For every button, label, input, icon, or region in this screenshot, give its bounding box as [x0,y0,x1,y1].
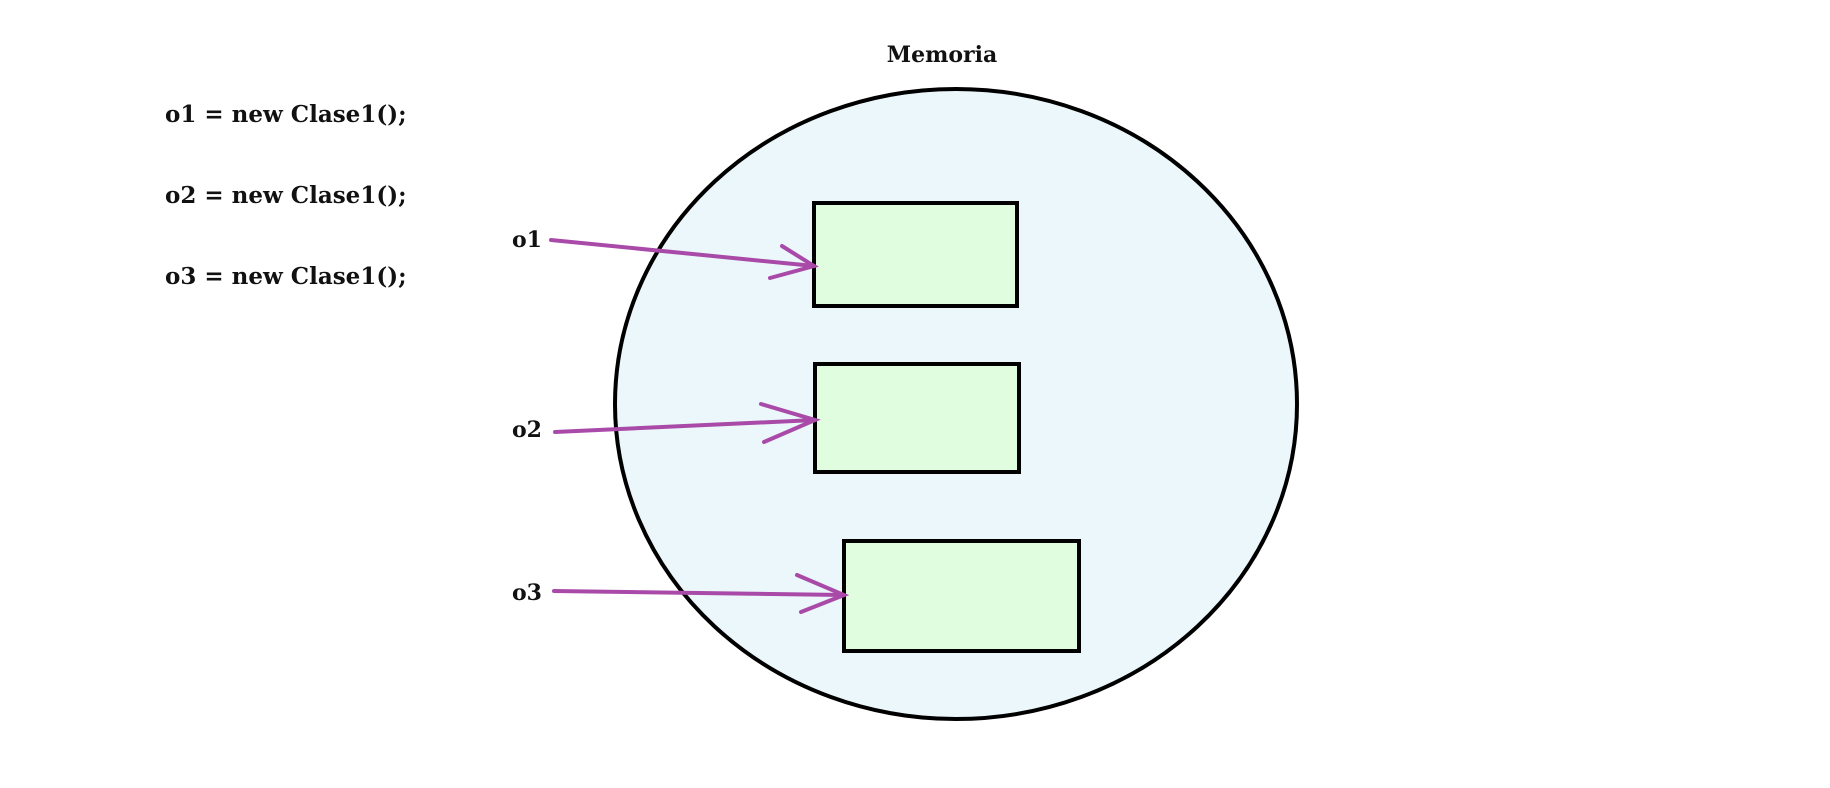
object-box-1 [812,201,1019,308]
reference-arrow-o3 [552,573,850,614]
object-box-2 [813,362,1021,474]
code-line-2: o2 = new Clase1(); [165,182,407,209]
variable-label-o2: o2 [512,417,542,443]
reference-arrow-o2 [553,402,821,444]
memory-title: Memoria [887,42,998,68]
code-line-1: o1 = new Clase1(); [165,101,407,128]
code-line-3: o3 = new Clase1(); [165,263,407,290]
object-box-3 [842,539,1081,653]
reference-arrow-o1 [549,238,819,280]
variable-label-o3: o3 [512,580,542,606]
variable-label-o1: o1 [512,227,542,253]
